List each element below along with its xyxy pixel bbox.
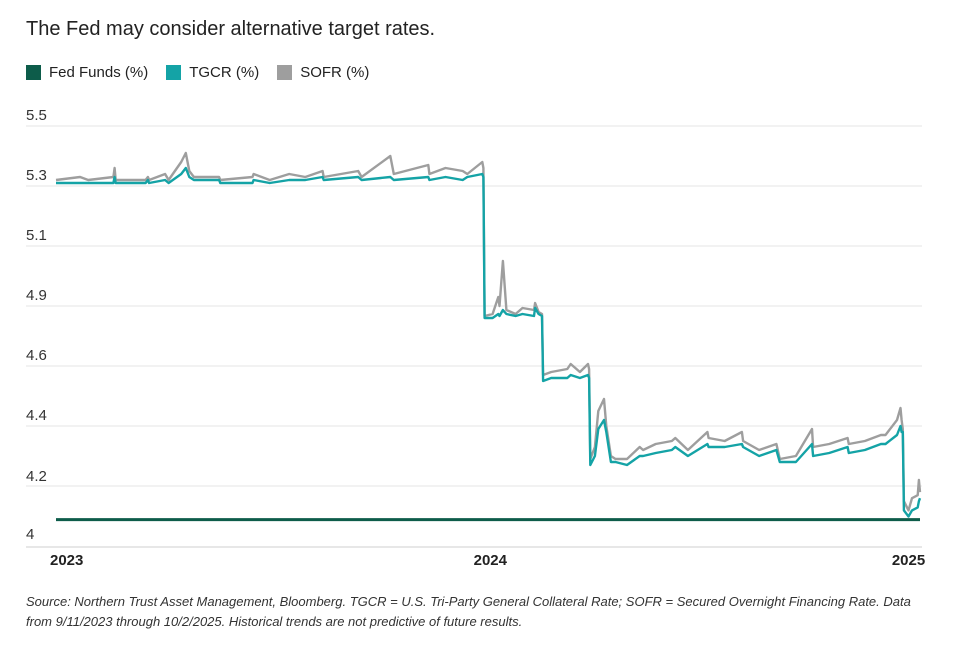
x-axis-tick-labels: 2023 2024 2025 (50, 552, 925, 569)
x-tick-label: 2024 (474, 552, 508, 569)
y-axis-tick-labels: 5.5 5.3 5.1 4.9 4.6 4.4 4.2 4 (26, 107, 47, 543)
legend-item-sofr: SOFR (%) (277, 64, 369, 81)
legend-item-fed-funds: Fed Funds (%) (26, 64, 148, 81)
rates-line-chart: 5.5 5.3 5.1 4.9 4.6 4.4 4.2 4 2023 2024 2025 (26, 107, 925, 569)
y-tick-label: 4.9 (26, 287, 47, 304)
legend-label-tgcr: TGCR (%) (189, 64, 260, 81)
x-tick-label: 2025 (892, 552, 925, 569)
y-tick-label: 4.4 (26, 407, 47, 424)
y-tick-label: 5.3 (26, 167, 47, 184)
x-tick-label: 2023 (50, 552, 83, 569)
legend-swatch-fed-funds (26, 65, 41, 80)
legend-swatch-tgcr (166, 65, 182, 80)
legend-swatch-sofr (277, 65, 293, 80)
legend-item-tgcr: TGCR (%) (166, 64, 259, 81)
source-note: Source: Northern Trust Asset Management,… (26, 594, 911, 629)
chart-title: The Fed may consider alternative target … (26, 18, 436, 40)
y-tick-label: 4.2 (26, 468, 47, 485)
grid-lines (26, 125, 922, 548)
y-tick-label: 5.5 (26, 107, 47, 124)
series-line-sofr (55, 151, 922, 512)
chart-legend: Fed Funds (%) TGCR (%) SOFR (%) (26, 64, 369, 81)
series-line-tgcr (56, 166, 922, 518)
legend-label-sofr: SOFR (%) (300, 64, 370, 81)
series-lines (55, 151, 922, 522)
y-tick-label: 4 (26, 526, 34, 543)
legend-label-fed-funds: Fed Funds (%) (49, 64, 149, 81)
y-tick-label: 5.1 (26, 227, 47, 244)
y-tick-label: 4.6 (26, 347, 47, 364)
